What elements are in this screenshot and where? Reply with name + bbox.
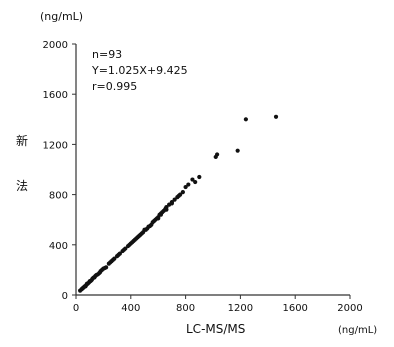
- data-point: [197, 174, 202, 180]
- x-tick-label: 800: [176, 303, 195, 314]
- x-axis-unit-label: (ng/mL): [338, 325, 377, 336]
- x-tick-label: 2000: [337, 303, 362, 314]
- y-tick-label: 1200: [43, 140, 68, 151]
- data-point: [243, 117, 248, 122]
- data-point: [121, 247, 127, 252]
- data-point: [156, 216, 161, 221]
- y-tick-label: 0: [62, 291, 68, 302]
- data-point: [93, 273, 98, 278]
- data-point: [235, 148, 240, 153]
- y-axis-label-char-2: 法: [16, 179, 28, 193]
- x-tick-label: 400: [121, 303, 140, 314]
- data-point: [180, 189, 185, 195]
- chart-axes: 0 400 800 1200 1600 2000 0 400 800 1200 1600 2000: [43, 40, 363, 314]
- data-point: [164, 207, 169, 212]
- annotation-equation: Y=1.025X+9.425: [91, 64, 188, 77]
- data-point: [193, 179, 198, 185]
- data-points: [78, 114, 279, 293]
- data-point: [141, 230, 146, 235]
- x-tick-label: 1600: [282, 303, 307, 314]
- data-point: [186, 182, 191, 187]
- x-axis-label: LC-MS/MS: [186, 322, 245, 336]
- regression-annotation-group: n=93 Y=1.025X+9.425 r=0.995: [91, 48, 188, 93]
- data-point: [82, 284, 88, 289]
- data-point: [110, 257, 116, 262]
- data-point: [172, 197, 177, 202]
- data-point: [88, 279, 93, 284]
- y-tick-label: 800: [49, 191, 68, 202]
- data-point: [146, 224, 151, 229]
- data-point: [183, 184, 188, 190]
- data-point: [130, 240, 135, 245]
- y-axis-label-char-1: 新: [16, 133, 28, 148]
- annotation-n: n=93: [92, 48, 122, 61]
- data-point: [215, 152, 220, 157]
- data-point: [158, 212, 164, 217]
- y-tick-label: 1600: [43, 90, 68, 101]
- x-tick-label: 0: [73, 303, 79, 314]
- data-point: [176, 193, 181, 198]
- y-tick-label: 400: [49, 241, 68, 252]
- data-point: [190, 177, 195, 182]
- data-point: [106, 261, 111, 266]
- data-point: [169, 201, 174, 206]
- y-tick-label: 2000: [43, 40, 68, 51]
- x-tick-label: 1200: [228, 303, 253, 314]
- data-point: [273, 114, 279, 119]
- y-axis-unit-label: (ng/mL): [40, 10, 83, 23]
- data-point: [134, 236, 139, 241]
- data-point: [102, 265, 107, 271]
- data-point: [116, 252, 121, 257]
- annotation-r: r=0.995: [92, 80, 137, 93]
